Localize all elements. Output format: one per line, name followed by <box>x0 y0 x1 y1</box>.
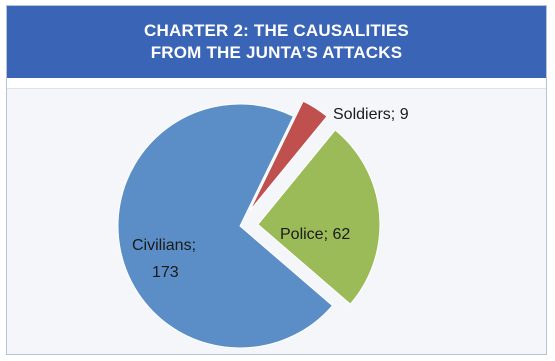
chart-title-line-2: FROM THE JUNTA’S ATTACKS <box>150 43 403 62</box>
pie-slice-civilians <box>117 103 334 349</box>
chart-header: CHARTER 2: THE CAUSALITIES FROM THE JUNT… <box>7 6 546 78</box>
label-civilians-line-2: 173 <box>152 264 179 281</box>
label-police: Police; 62 <box>280 226 350 243</box>
chart-title-line-1: CHARTER 2: THE CAUSALITIES <box>144 21 409 40</box>
pie-slice-police <box>257 129 381 305</box>
label-civilians-line-1: Civilians; <box>132 237 196 254</box>
pie-slice-soldiers <box>249 100 328 212</box>
label-soldiers: Soldiers; 9 <box>333 106 409 123</box>
